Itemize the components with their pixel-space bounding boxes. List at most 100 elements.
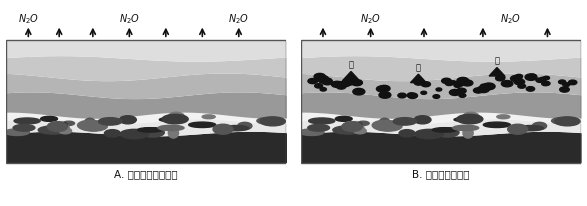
Ellipse shape bbox=[84, 119, 96, 128]
Circle shape bbox=[407, 94, 417, 99]
Ellipse shape bbox=[335, 117, 352, 122]
Circle shape bbox=[398, 94, 406, 98]
Circle shape bbox=[379, 92, 391, 99]
Ellipse shape bbox=[257, 118, 278, 125]
Ellipse shape bbox=[349, 123, 362, 128]
Circle shape bbox=[454, 84, 461, 88]
Circle shape bbox=[455, 82, 464, 87]
Ellipse shape bbox=[552, 118, 573, 125]
Circle shape bbox=[407, 94, 414, 97]
Text: $N_2O$: $N_2O$ bbox=[119, 12, 140, 26]
Ellipse shape bbox=[238, 123, 252, 130]
Ellipse shape bbox=[415, 130, 443, 139]
Ellipse shape bbox=[357, 122, 369, 126]
Text: $N_2O$: $N_2O$ bbox=[18, 12, 39, 26]
Circle shape bbox=[322, 80, 333, 85]
Circle shape bbox=[450, 81, 457, 85]
Ellipse shape bbox=[41, 117, 58, 122]
Ellipse shape bbox=[104, 130, 120, 137]
Ellipse shape bbox=[59, 128, 72, 134]
Ellipse shape bbox=[141, 128, 164, 137]
Circle shape bbox=[459, 94, 466, 98]
Ellipse shape bbox=[414, 116, 431, 124]
Ellipse shape bbox=[160, 118, 186, 122]
Ellipse shape bbox=[379, 119, 390, 128]
Ellipse shape bbox=[399, 130, 415, 137]
Polygon shape bbox=[410, 75, 426, 83]
Circle shape bbox=[514, 80, 525, 85]
Ellipse shape bbox=[188, 123, 216, 128]
Ellipse shape bbox=[372, 121, 397, 131]
Circle shape bbox=[474, 88, 483, 94]
Ellipse shape bbox=[222, 126, 249, 131]
Circle shape bbox=[441, 79, 451, 84]
Ellipse shape bbox=[346, 125, 364, 131]
Ellipse shape bbox=[374, 121, 402, 132]
Text: 某: 某 bbox=[494, 56, 500, 66]
Circle shape bbox=[457, 89, 466, 94]
Ellipse shape bbox=[137, 128, 163, 132]
Circle shape bbox=[316, 76, 326, 82]
Circle shape bbox=[332, 82, 343, 88]
Circle shape bbox=[308, 79, 318, 84]
Ellipse shape bbox=[162, 115, 188, 124]
Ellipse shape bbox=[333, 126, 363, 135]
Circle shape bbox=[383, 88, 389, 91]
Circle shape bbox=[379, 86, 390, 92]
Circle shape bbox=[563, 83, 570, 87]
Ellipse shape bbox=[48, 126, 59, 130]
Circle shape bbox=[342, 83, 350, 87]
Ellipse shape bbox=[517, 126, 544, 131]
Text: $N_2O$: $N_2O$ bbox=[360, 12, 382, 26]
Circle shape bbox=[515, 75, 522, 79]
Ellipse shape bbox=[457, 115, 483, 124]
Ellipse shape bbox=[119, 116, 136, 124]
Circle shape bbox=[336, 85, 346, 90]
Circle shape bbox=[315, 84, 323, 89]
Circle shape bbox=[542, 82, 549, 86]
Ellipse shape bbox=[463, 113, 479, 122]
Ellipse shape bbox=[5, 129, 29, 136]
Circle shape bbox=[376, 87, 387, 92]
Circle shape bbox=[433, 95, 440, 99]
Circle shape bbox=[511, 76, 522, 82]
Ellipse shape bbox=[309, 118, 335, 124]
Circle shape bbox=[319, 80, 326, 84]
Circle shape bbox=[518, 85, 525, 89]
Text: 某: 某 bbox=[349, 60, 353, 69]
Circle shape bbox=[355, 81, 362, 85]
Circle shape bbox=[335, 82, 345, 87]
Circle shape bbox=[340, 83, 348, 88]
Ellipse shape bbox=[13, 125, 35, 131]
Ellipse shape bbox=[63, 122, 75, 126]
Ellipse shape bbox=[47, 122, 68, 132]
Circle shape bbox=[312, 79, 319, 83]
Circle shape bbox=[501, 81, 513, 87]
Circle shape bbox=[536, 79, 544, 83]
Text: 某: 某 bbox=[416, 63, 421, 72]
Circle shape bbox=[529, 75, 536, 78]
Circle shape bbox=[525, 75, 537, 81]
Ellipse shape bbox=[453, 126, 478, 131]
Ellipse shape bbox=[99, 118, 122, 125]
Circle shape bbox=[483, 84, 495, 90]
Ellipse shape bbox=[308, 125, 329, 131]
Circle shape bbox=[477, 87, 490, 93]
Ellipse shape bbox=[432, 128, 457, 132]
Ellipse shape bbox=[120, 130, 149, 139]
Circle shape bbox=[527, 87, 535, 92]
Text: B. 施加某体的土壤: B. 施加某体的土壤 bbox=[412, 168, 470, 178]
Polygon shape bbox=[343, 72, 359, 81]
Text: $N_2O$: $N_2O$ bbox=[228, 12, 249, 26]
Circle shape bbox=[479, 89, 486, 93]
Ellipse shape bbox=[14, 118, 40, 124]
Circle shape bbox=[568, 81, 577, 85]
Circle shape bbox=[450, 90, 460, 96]
Circle shape bbox=[314, 74, 325, 80]
Ellipse shape bbox=[168, 113, 184, 122]
Ellipse shape bbox=[463, 128, 473, 138]
Ellipse shape bbox=[52, 125, 69, 131]
Ellipse shape bbox=[168, 128, 178, 138]
Circle shape bbox=[342, 80, 354, 86]
Ellipse shape bbox=[532, 123, 546, 130]
